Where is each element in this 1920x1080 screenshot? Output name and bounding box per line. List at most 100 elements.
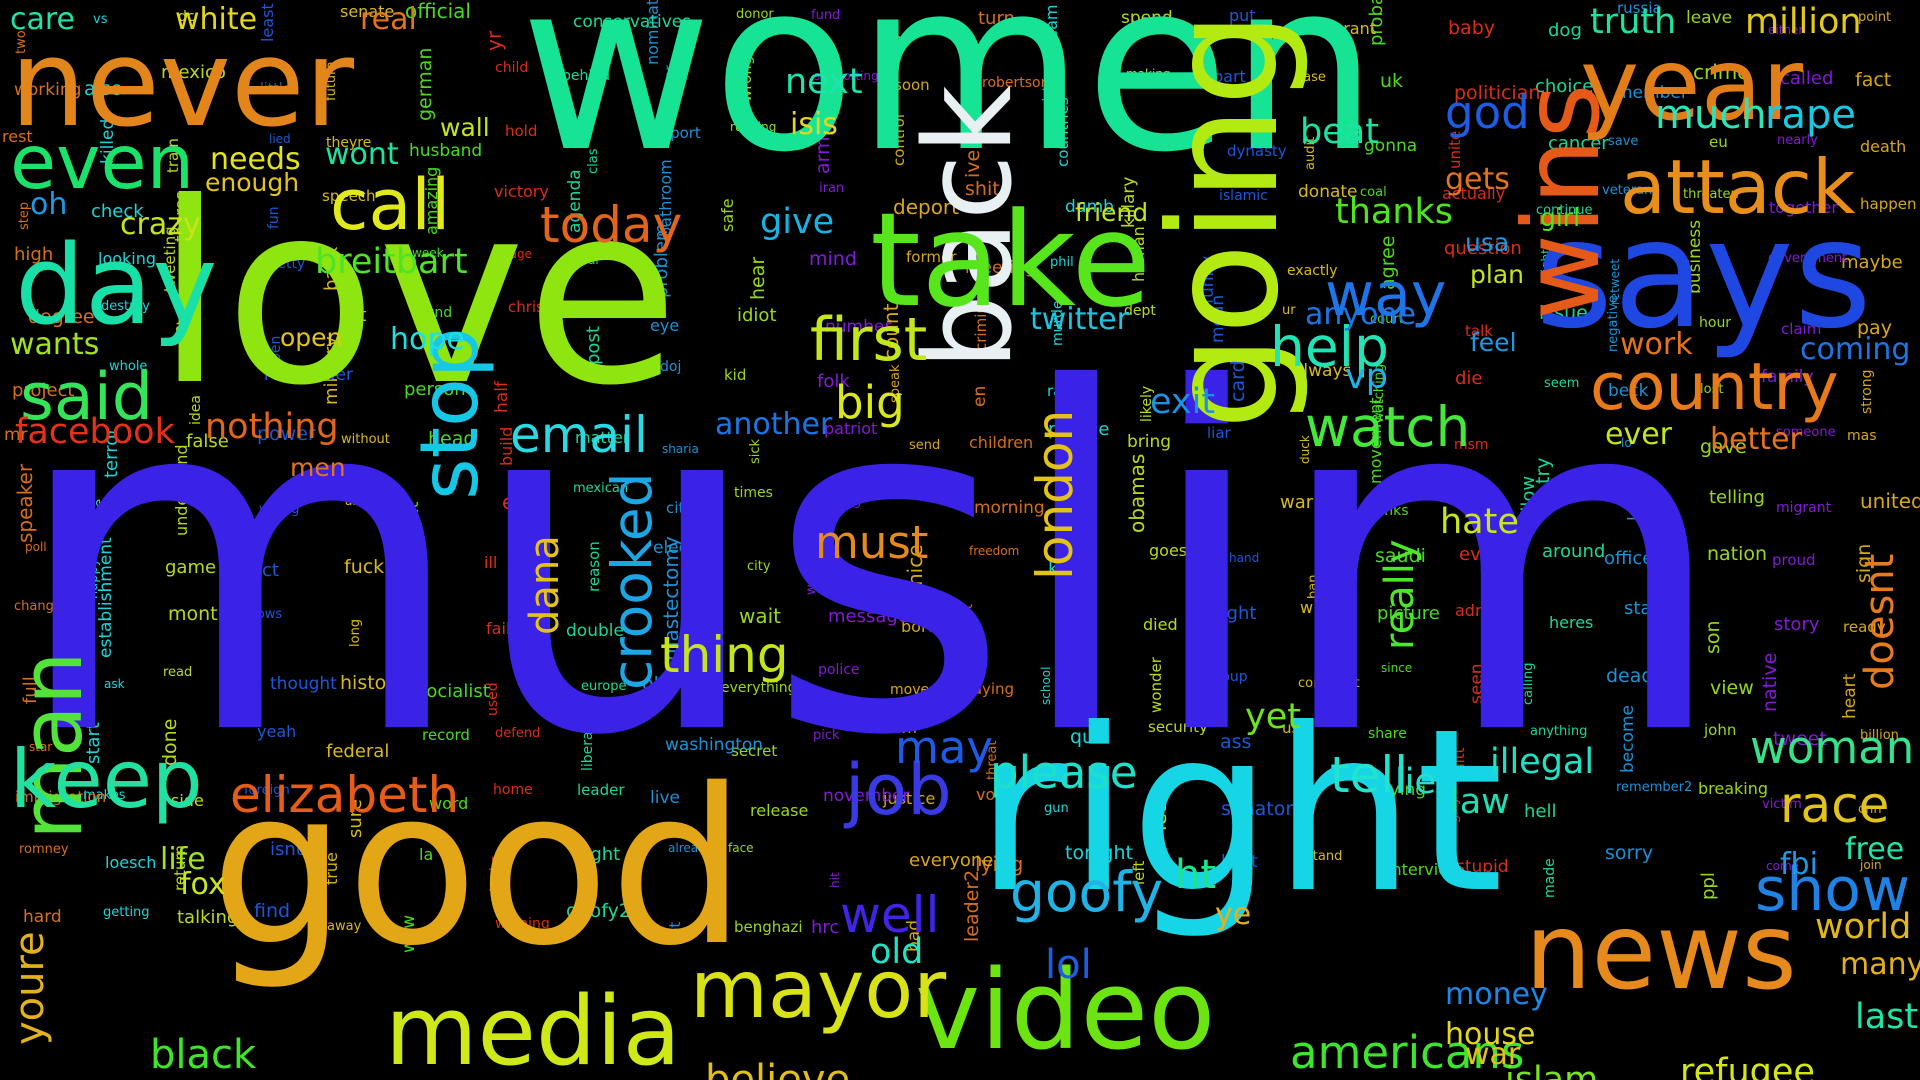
word-small-everyone: everyone (909, 850, 994, 871)
word-small-month: month (168, 603, 230, 625)
word-small-continue: continue (1536, 203, 1593, 218)
word-small-romney: romney (19, 842, 69, 857)
word-small-die: die (1455, 368, 1483, 389)
word-small-group: group (1207, 669, 1248, 685)
word-small-report: report (655, 124, 701, 142)
word-small-politician: politician (1454, 82, 1541, 104)
word-men: men (290, 453, 346, 482)
word-small-hard: hard (23, 907, 62, 927)
word-small-speech: speech (322, 187, 376, 205)
word-small-victory: victory (494, 182, 549, 201)
word-small-john: john (1704, 721, 1737, 739)
word-small-voted: voted (976, 785, 1022, 804)
word-race: race (1780, 776, 1890, 834)
word-small-release: release (750, 801, 809, 820)
word-americans: americans (1290, 1026, 1525, 1079)
word-wall: wall (440, 113, 490, 142)
word-small-hour: hour (1699, 315, 1732, 331)
word-small-loesch: loesch (105, 853, 157, 872)
word-small-case: case (1296, 70, 1326, 85)
word-show: show (1755, 855, 1911, 925)
word-small-aide: aide (345, 494, 371, 508)
word-small-border: border (901, 617, 954, 636)
word-last: last (1855, 997, 1919, 1037)
word-small-put: put (1229, 6, 1256, 25)
word-small-also: also (84, 78, 123, 100)
word-small-official: official (405, 0, 471, 23)
word-small-city: city (747, 559, 771, 574)
word-old: old (870, 932, 924, 972)
word-dana: dana (522, 535, 568, 635)
word-small-around: around (1542, 541, 1606, 562)
word-small-view: view (1710, 677, 1754, 699)
word-women: women (520, 0, 1379, 204)
word-small-live: live (650, 788, 680, 808)
word-many: many (1840, 947, 1920, 982)
word-world: world (1815, 907, 1912, 947)
word-well: well (840, 886, 940, 944)
word-small-kid: kid (724, 366, 747, 384)
word-small-billion: billion (1860, 728, 1899, 743)
word-small-power: power (257, 423, 316, 445)
word-small-act: act (251, 560, 279, 581)
word-small-fund: fund (811, 8, 841, 23)
word-small-uk: uk (1380, 70, 1404, 92)
word-small-folk: folk (817, 371, 850, 392)
word-small-dumb: dumb (1065, 197, 1114, 217)
word-small-saudi: saudi (1375, 545, 1426, 567)
word-small-children: children (969, 433, 1034, 452)
word-good: good (210, 742, 747, 993)
word-small-anything: anything (1530, 724, 1588, 739)
word-small-family: family (1761, 367, 1814, 387)
word-small-trying: trying (1376, 780, 1427, 800)
word-small-choice: choice (1535, 76, 1594, 97)
word-small-winning: winning (495, 916, 550, 932)
word-yet: yet (1245, 697, 1301, 737)
word-small-robertson: robertson (982, 75, 1050, 91)
word-small-veteran: veteran (1602, 183, 1653, 198)
word-small-gonna: gonna (1364, 136, 1418, 156)
word-small-gun: gun (1044, 801, 1069, 816)
word-small-hand: hand (1229, 551, 1260, 565)
word-wont: wont (325, 137, 399, 172)
word-small-isnt: isnt (270, 839, 303, 860)
word-small-someone: someone (1776, 425, 1836, 440)
word-today: today (540, 196, 683, 254)
word-life: life (160, 842, 206, 877)
word-help: help (1270, 315, 1389, 379)
word-small-kill: kill (1048, 558, 1074, 579)
word-small-deal: deal (573, 253, 599, 267)
word-house: house (1445, 1017, 1536, 1052)
word-small-without: without (341, 432, 390, 447)
word-even: even (10, 118, 195, 206)
word-small-proud: proud (1772, 551, 1816, 569)
word-small-que: que (1070, 726, 1106, 748)
word-small-stupid: stupid (1456, 857, 1509, 877)
word-small-gave: gave (1700, 436, 1747, 458)
word-small-save: save (1608, 134, 1639, 149)
word-small-beck: beck (1608, 381, 1649, 401)
word-goofy: goofy (1010, 860, 1164, 924)
word-small-dept: dept (1124, 303, 1156, 319)
word-small-senator: senator (1221, 798, 1294, 820)
word-may: may (895, 721, 994, 774)
word-black: black (150, 1032, 257, 1078)
word-thing: thing (660, 626, 789, 684)
word-work: work (1620, 327, 1693, 362)
word-small-dog: dog (1548, 20, 1582, 41)
word-small-cancer: cancer (1548, 133, 1609, 154)
word-wants: wants (10, 327, 100, 362)
word-small-issue: issue (1539, 302, 1588, 324)
word-rape: rape (1765, 92, 1856, 138)
word-small-interview: interview (1387, 860, 1462, 879)
word-small-week: week (412, 246, 444, 260)
word-small-remember: remember (264, 365, 353, 385)
word-small-check: check (91, 201, 144, 222)
word-enough: enough (205, 168, 300, 197)
word-small-vs: vs (93, 12, 108, 27)
word-money: money (1445, 977, 1548, 1012)
word-year: year (1580, 26, 1804, 143)
word-tell: tell (1330, 746, 1409, 804)
word-small-ask: ask (104, 677, 125, 691)
